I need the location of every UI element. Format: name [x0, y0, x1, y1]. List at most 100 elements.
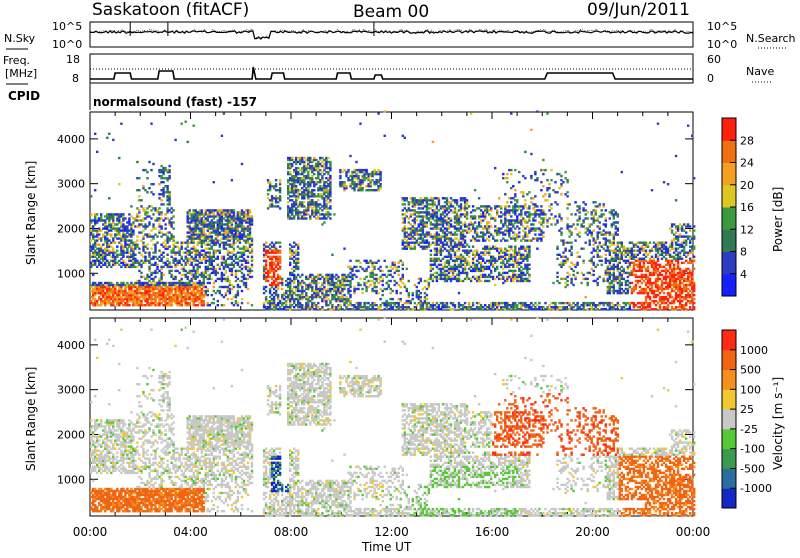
- power-cell: [110, 233, 112, 235]
- power-cell: [460, 242, 462, 244]
- power-cell: [468, 302, 470, 304]
- power-cell: [488, 239, 490, 241]
- power-cell: [379, 266, 381, 268]
- power-cell: [263, 304, 265, 306]
- power-cell: [199, 292, 201, 294]
- power-cell: [460, 254, 462, 256]
- power-cell: [345, 185, 347, 187]
- power-cell: [187, 276, 189, 278]
- noise-lines: [90, 22, 693, 39]
- power-cell: [466, 199, 468, 201]
- power-cell: [239, 286, 241, 288]
- power-cell: [211, 294, 213, 296]
- power-cell: [349, 260, 351, 262]
- power-cell: [116, 250, 118, 252]
- y-tick-label: 1000: [57, 267, 85, 280]
- power-cell: [279, 256, 281, 258]
- power-cell: [265, 260, 267, 262]
- power-cell: [359, 304, 361, 306]
- power-cell: [118, 260, 120, 262]
- power-cell: [460, 308, 462, 310]
- power-cell: [118, 264, 120, 266]
- power-cell: [347, 169, 349, 171]
- power-cell: [299, 173, 301, 175]
- power-cell: [237, 302, 239, 304]
- power-cell: [476, 231, 478, 233]
- power-cell: [392, 298, 394, 300]
- power-cell: [297, 266, 299, 268]
- power-cell: [369, 284, 371, 286]
- power-cell: [390, 292, 392, 294]
- power-cell: [92, 274, 94, 276]
- power-cell: [367, 266, 369, 268]
- power-cell: [227, 298, 229, 300]
- power-cell: [408, 292, 410, 294]
- power-cell: [329, 205, 331, 207]
- power-cell: [146, 171, 148, 173]
- power-cell: [422, 304, 424, 306]
- power-cell: [162, 203, 164, 205]
- power-cell: [158, 175, 160, 177]
- power-cell: [249, 209, 251, 211]
- power-cell: [90, 213, 92, 215]
- power-cell: [281, 280, 283, 282]
- station-title: Saskatoon (fitACF): [92, 0, 249, 20]
- power-cell: [203, 300, 205, 302]
- power-cell: [420, 233, 422, 235]
- power-cell: [247, 288, 249, 290]
- power-cell: [384, 110, 386, 112]
- power-cell: [319, 286, 321, 288]
- power-cell: [98, 233, 100, 235]
- power-cell: [225, 292, 227, 294]
- power-cell: [456, 233, 458, 235]
- power-cell: [209, 252, 211, 254]
- power-cell: [329, 213, 331, 215]
- power-cell: [187, 141, 189, 143]
- power-cell: [319, 157, 321, 159]
- power-cell: [343, 248, 345, 250]
- power-cell: [158, 217, 160, 219]
- power-cell: [339, 292, 341, 294]
- power-cell: [160, 199, 162, 201]
- power-cell: [138, 292, 140, 294]
- power-cell: [408, 280, 410, 282]
- power-cell: [172, 215, 174, 217]
- power-cell: [158, 223, 160, 225]
- power-cell: [382, 278, 384, 280]
- power-cell: [223, 256, 225, 258]
- power-cell: [319, 308, 321, 310]
- power-cell: [136, 266, 138, 268]
- power-cell: [319, 296, 321, 298]
- power-cell: [138, 209, 140, 211]
- power-cell: [293, 215, 295, 217]
- power-cell: [430, 250, 432, 252]
- power-cell: [138, 270, 140, 272]
- power-cell: [100, 292, 102, 294]
- power-cell: [440, 227, 442, 229]
- power-cell: [438, 304, 440, 306]
- power-cell: [379, 288, 381, 290]
- power-cell: [144, 189, 146, 191]
- power-cell: [480, 215, 482, 217]
- power-cell: [460, 213, 462, 215]
- power-cell: [225, 270, 227, 272]
- power-cell: [379, 280, 381, 282]
- power-cell: [440, 246, 442, 248]
- power-cell: [500, 274, 502, 276]
- power-cell: [404, 284, 406, 286]
- power-cell: [118, 157, 120, 159]
- power-cell: [96, 213, 98, 215]
- power-cell: [100, 262, 102, 264]
- power-cell: [379, 270, 381, 272]
- power-cell: [118, 215, 120, 217]
- power-cell: [472, 205, 474, 207]
- power-cell: [138, 262, 140, 264]
- power-cell: [241, 290, 243, 292]
- power-cell: [460, 197, 462, 199]
- power-cell: [323, 286, 325, 288]
- power-cell: [440, 302, 442, 304]
- power-cell: [134, 254, 136, 256]
- power-cell: [472, 246, 474, 248]
- power-cell: [460, 266, 462, 268]
- power-cell: [247, 260, 249, 262]
